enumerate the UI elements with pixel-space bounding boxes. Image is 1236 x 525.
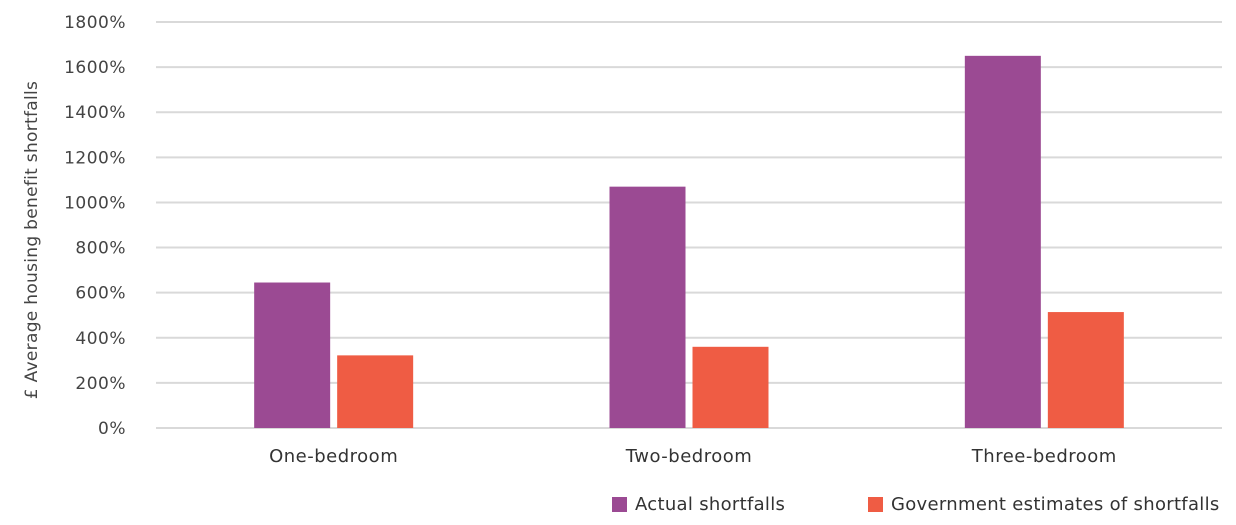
y-tick-label: 1000% bbox=[64, 193, 126, 213]
bars bbox=[254, 55, 1124, 428]
bar-government-three-bedroom bbox=[1047, 312, 1124, 428]
y-tick-label: 800% bbox=[75, 239, 126, 259]
y-tick-label: 0% bbox=[98, 419, 126, 439]
x-axis-category-labels: One-bedroom Two-bedroom Three-bedroom bbox=[269, 446, 1117, 467]
y-axis-title: £ Average housing benefit shortfalls bbox=[22, 81, 42, 399]
legend-swatch-government bbox=[868, 497, 883, 512]
x-category-label: Three-bedroom bbox=[971, 446, 1117, 467]
y-axis-tick-labels: 0% 200% 400% 600% 800% 1000% 1200% 1400% 1600% 18… bbox=[64, 13, 126, 439]
legend-swatch-actual bbox=[612, 497, 627, 512]
legend-label-actual: Actual shortfalls bbox=[635, 494, 786, 515]
bar-government-two-bedroom bbox=[692, 346, 769, 428]
bar-actual-two-bedroom bbox=[609, 186, 686, 428]
y-tick-label: 1400% bbox=[64, 103, 126, 123]
y-tick-label: 200% bbox=[75, 374, 126, 394]
y-tick-label: 600% bbox=[75, 284, 126, 304]
y-tick-label: 400% bbox=[75, 329, 126, 349]
legend-label-government: Government estimates of shortfalls bbox=[891, 494, 1220, 515]
gridlines bbox=[156, 21, 1222, 429]
x-category-label: Two-bedroom bbox=[625, 446, 753, 467]
y-tick-label: 1600% bbox=[64, 58, 126, 78]
bar-actual-one-bedroom bbox=[254, 282, 331, 428]
x-category-label: One-bedroom bbox=[269, 446, 398, 467]
legend-item-actual: Actual shortfalls bbox=[612, 494, 785, 515]
y-tick-label: 1800% bbox=[64, 13, 126, 33]
bar-government-one-bedroom bbox=[337, 355, 414, 428]
legend-item-government: Government estimates of shortfalls bbox=[868, 494, 1220, 515]
y-tick-label: 1200% bbox=[64, 148, 126, 168]
bar-actual-three-bedroom bbox=[964, 55, 1041, 428]
